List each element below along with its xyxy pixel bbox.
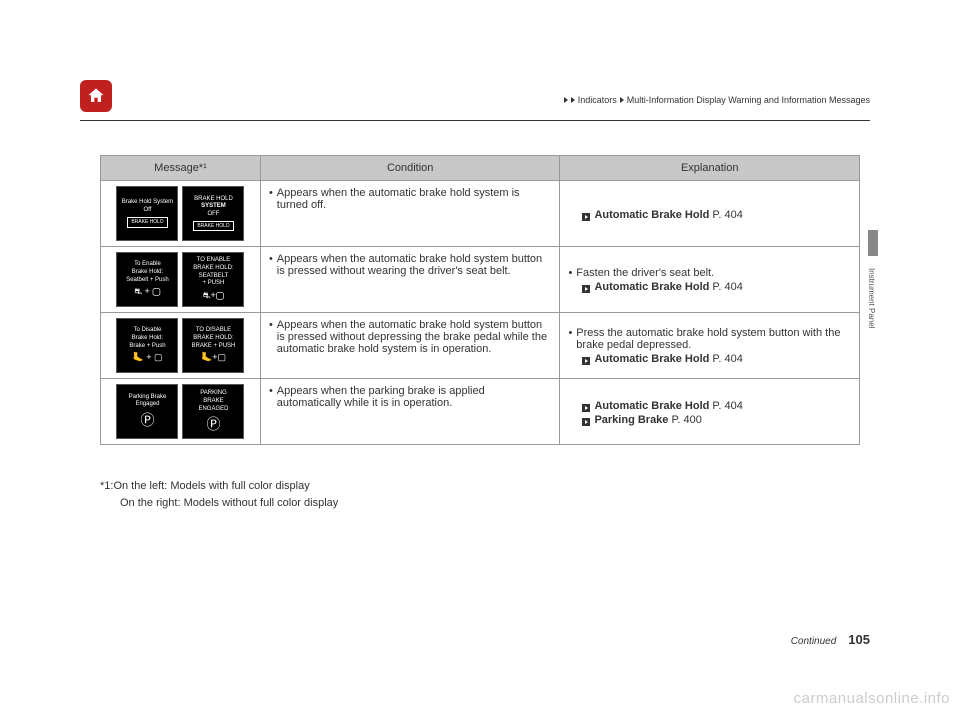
reference-arrow-icon — [582, 213, 590, 221]
chevron-right-icon — [564, 97, 568, 103]
section-tab — [868, 230, 878, 256]
breadcrumb: Indicators Multi-Information Display War… — [564, 95, 870, 105]
page-number: 105 — [848, 632, 870, 647]
explanation-text: Fasten the driver's seat belt. — [568, 267, 851, 279]
messages-table: Message*¹ Condition Explanation Brake Ho… — [100, 155, 860, 445]
column-header-condition: Condition — [260, 156, 560, 181]
continued-label: Continued — [791, 636, 837, 647]
table-row: Parking Brake Engaged Ⓟ PARKING BRAKE EN… — [101, 379, 860, 445]
reference-link[interactable]: Parking Brake P. 400 — [568, 414, 851, 426]
section-label: Instrument Panel — [867, 268, 876, 328]
condition-text: Appears when the parking brake is applie… — [269, 385, 552, 409]
display-brake-hold-off-mono: BRAKE HOLD SYSTEM OFF BRAKE HOLD — [182, 186, 244, 241]
breadcrumb-part: Multi-Information Display Warning and In… — [627, 95, 870, 105]
header-divider — [80, 120, 870, 121]
explanation-text: Press the automatic brake hold system bu… — [568, 327, 851, 351]
watermark: carmanualsonline.info — [794, 690, 950, 707]
table-row: Brake Hold System Off BRAKE HOLD BRAKE H… — [101, 181, 860, 247]
footnote: *1:On the left: Models with full color d… — [100, 478, 338, 511]
chevron-right-icon — [620, 97, 624, 103]
display-disable-brake-hold-mono: TO DISABLE BRAKE HOLD: BRAKE + PUSH 🦶+▢ — [182, 318, 244, 373]
table-row: To Disable Brake Hold: Brake + Push 🦶 + … — [101, 313, 860, 379]
reference-link[interactable]: Automatic Brake Hold P. 404 — [568, 353, 851, 365]
reference-arrow-icon — [582, 285, 590, 293]
condition-text: Appears when the automatic brake hold sy… — [269, 253, 552, 277]
chevron-right-icon — [571, 97, 575, 103]
condition-text: Appears when the automatic brake hold sy… — [269, 319, 552, 355]
reference-arrow-icon — [582, 418, 590, 426]
display-parking-brake-mono: PARKING BRAKE ENGAGED Ⓟ — [182, 384, 244, 439]
reference-link[interactable]: Automatic Brake Hold P. 404 — [568, 209, 851, 221]
column-header-explanation: Explanation — [560, 156, 860, 181]
home-icon[interactable] — [80, 80, 112, 112]
breadcrumb-part: Indicators — [578, 95, 617, 105]
display-brake-hold-off-color: Brake Hold System Off BRAKE HOLD — [116, 186, 178, 241]
display-disable-brake-hold-color: To Disable Brake Hold: Brake + Push 🦶 + … — [116, 318, 178, 373]
display-enable-brake-hold-color: To Enable Brake Hold: Seatbelt + Push ⛐ … — [116, 252, 178, 307]
reference-arrow-icon — [582, 404, 590, 412]
reference-arrow-icon — [582, 357, 590, 365]
column-header-message: Message*¹ — [101, 156, 261, 181]
display-parking-brake-color: Parking Brake Engaged Ⓟ — [116, 384, 178, 439]
table-row: To Enable Brake Hold: Seatbelt + Push ⛐ … — [101, 247, 860, 313]
condition-text: Appears when the automatic brake hold sy… — [269, 187, 552, 211]
reference-link[interactable]: Automatic Brake Hold P. 404 — [568, 400, 851, 412]
display-enable-brake-hold-mono: TO ENABLE BRAKE HOLD: SEATBELT + PUSH ⛐+… — [182, 252, 244, 307]
page-footer: Continued 105 — [791, 632, 870, 647]
reference-link[interactable]: Automatic Brake Hold P. 404 — [568, 281, 851, 293]
